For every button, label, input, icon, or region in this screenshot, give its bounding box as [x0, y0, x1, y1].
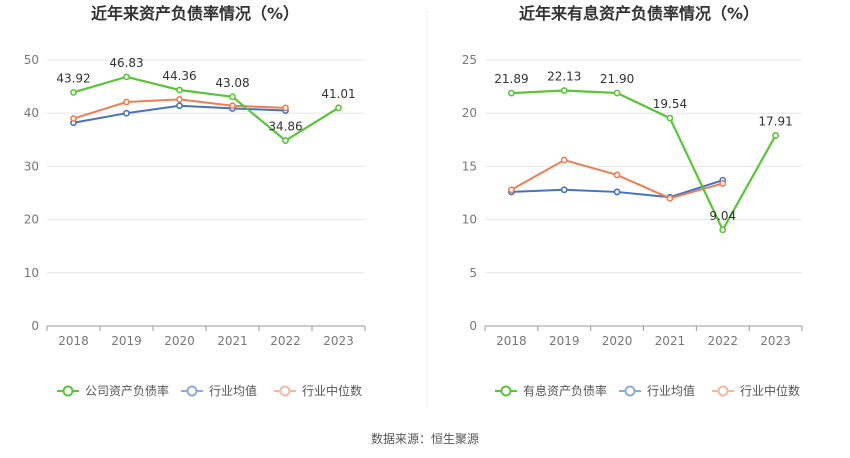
- y-tick-label: 0: [31, 319, 39, 333]
- data-label: 43.92: [56, 71, 90, 85]
- x-tick-label: 2019: [549, 334, 580, 348]
- data-point[interactable]: [123, 109, 130, 117]
- data-point[interactable]: [560, 186, 568, 194]
- data-label: 21.89: [494, 72, 528, 86]
- data-point[interactable]: [70, 88, 77, 96]
- legend-label: 行业中位数: [302, 383, 362, 398]
- data-point[interactable]: [719, 180, 727, 187]
- y-tick-label: 25: [462, 53, 477, 67]
- debt-ratio-chart: 近年来资产负债率情况（%） 0 10 20 30 40 50 2018 2019 2020 2021…: [24, 4, 366, 398]
- y-tick-label: 50: [24, 53, 39, 67]
- legend-label: 公司资产负债率: [85, 383, 169, 398]
- interest-bearing-debt-ratio-chart: 近年来有息资产负债率情况（%） 0 5 10 15 20 25 2018 2019 2020 202…: [462, 4, 803, 398]
- legend-marker: [624, 385, 636, 397]
- y-tick-label: 15: [462, 159, 477, 173]
- data-label: 21.90: [600, 72, 634, 86]
- data-label: 17.91: [758, 114, 792, 128]
- data-label: 9.04: [709, 209, 736, 223]
- data-label: 41.01: [321, 87, 355, 101]
- y-tick-label: 0: [469, 319, 477, 333]
- x-tick-label: 2023: [323, 334, 354, 348]
- x-tick-label: 2018: [58, 334, 89, 348]
- legend-item[interactable]: 行业中位数: [712, 383, 800, 398]
- data-point[interactable]: [176, 102, 183, 110]
- data-point[interactable]: [613, 188, 621, 196]
- legend-label: 有息资产负债率: [523, 383, 607, 398]
- data-point[interactable]: [772, 132, 779, 139]
- data-point[interactable]: [229, 93, 236, 101]
- data-point[interactable]: [613, 171, 621, 179]
- legend-item[interactable]: 行业中位数: [274, 383, 362, 398]
- y-tick-label: 40: [24, 106, 39, 120]
- x-tick-label: 2020: [602, 334, 633, 348]
- legend-marker: [717, 385, 729, 397]
- y-tick-label: 20: [462, 106, 477, 120]
- data-point[interactable]: [335, 104, 342, 112]
- legend-marker: [186, 385, 198, 397]
- data-label: 43.08: [215, 76, 249, 90]
- data-label: 19.54: [653, 97, 687, 111]
- chart-title: 近年来资产负债率情况（%）: [91, 4, 299, 23]
- data-label: 44.36: [162, 69, 196, 83]
- data-point[interactable]: [613, 89, 621, 97]
- data-point[interactable]: [666, 194, 674, 202]
- data-source: 数据来源：恒生聚源: [370, 432, 479, 446]
- data-point[interactable]: [560, 156, 568, 164]
- legend-item[interactable]: 有息资产负债率: [495, 383, 607, 398]
- data-point[interactable]: [282, 137, 289, 144]
- x-tick-label: 2021: [655, 334, 686, 348]
- y-tick-label: 10: [24, 266, 39, 280]
- legend-label: 行业均值: [209, 383, 257, 398]
- y-tick-label: 10: [462, 213, 477, 227]
- data-point[interactable]: [176, 86, 183, 94]
- data-point[interactable]: [719, 226, 727, 234]
- legend-item[interactable]: 行业均值: [619, 383, 695, 398]
- x-tick-label: 2022: [707, 334, 738, 348]
- x-tick-label: 2020: [164, 334, 195, 348]
- x-tick-label: 2022: [270, 334, 301, 348]
- legend-marker: [500, 385, 512, 397]
- data-point[interactable]: [70, 115, 77, 122]
- data-point[interactable]: [508, 89, 515, 97]
- data-point[interactable]: [666, 114, 674, 122]
- data-point[interactable]: [123, 73, 130, 81]
- y-tick-label: 30: [24, 159, 39, 173]
- legend-label: 行业中位数: [740, 383, 800, 398]
- data-label: 46.83: [109, 56, 143, 70]
- data-point[interactable]: [508, 186, 515, 194]
- legend-label: 行业均值: [647, 383, 695, 398]
- data-point[interactable]: [229, 102, 236, 110]
- data-point[interactable]: [560, 87, 568, 94]
- legend-marker: [279, 385, 291, 397]
- data-point[interactable]: [176, 95, 183, 103]
- chart-title: 近年来有息资产负债率情况（%）: [519, 4, 759, 23]
- y-tick-label: 5: [469, 266, 477, 280]
- x-tick-label: 2023: [760, 334, 791, 348]
- series-line: [511, 89, 777, 233]
- x-tick-label: 2021: [217, 334, 248, 348]
- legend-item[interactable]: 行业均值: [181, 383, 257, 398]
- data-point[interactable]: [123, 98, 130, 106]
- data-label: 34.86: [268, 120, 302, 134]
- y-tick-label: 20: [24, 213, 39, 227]
- legend-item[interactable]: 公司资产负债率: [57, 383, 169, 398]
- x-tick-label: 2019: [111, 334, 142, 348]
- legend-marker: [62, 385, 74, 397]
- data-point[interactable]: [282, 104, 289, 112]
- data-label: 22.13: [547, 70, 581, 84]
- series-line: [73, 75, 340, 142]
- x-tick-label: 2018: [496, 334, 527, 348]
